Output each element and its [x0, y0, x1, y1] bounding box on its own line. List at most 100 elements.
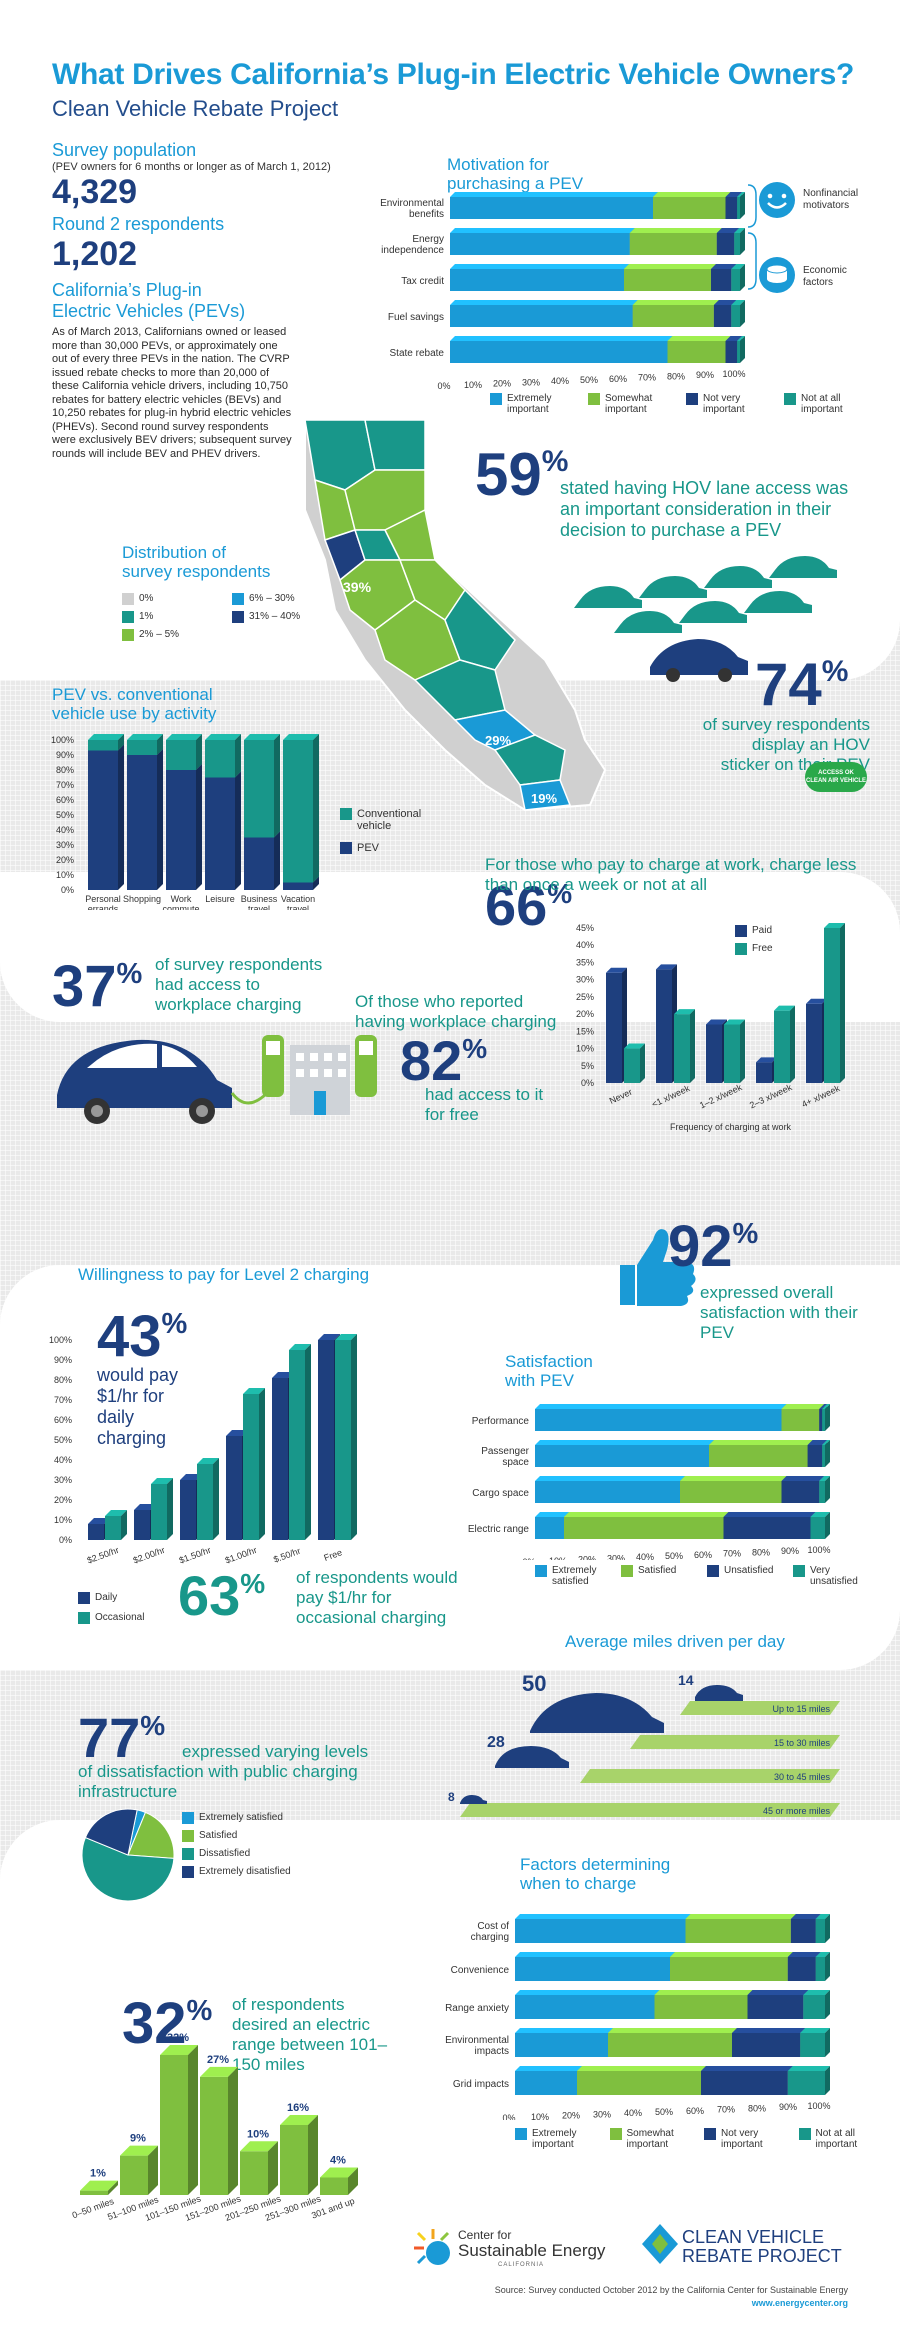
bar-segment-side: [313, 734, 319, 883]
bar-top: [240, 2141, 278, 2152]
bar-segment-top: [747, 1990, 809, 1995]
bar-segment: [450, 197, 653, 219]
legend-item: 31% – 40%: [232, 611, 332, 623]
bar-segment: [535, 1409, 782, 1431]
bar-segment: [819, 1409, 823, 1431]
bar-top: [318, 1334, 340, 1340]
bar-side: [188, 2045, 198, 2195]
legend-item: Daily: [78, 1592, 144, 1604]
category-label: State rebate: [390, 348, 445, 359]
smiley-icon: [759, 182, 795, 218]
bar-segment: [127, 740, 157, 755]
bar-segment-top: [283, 734, 319, 740]
motivation-legend: Extremely important Somewhat important N…: [490, 393, 870, 415]
bar-segment: [205, 740, 235, 778]
round2-value: 1,202: [52, 235, 138, 273]
bar-segment-top: [450, 336, 673, 341]
legend-swatch: [621, 1565, 633, 1577]
legend-label: 0%: [139, 593, 154, 604]
activity-title-line2: vehicle use by activity: [52, 704, 217, 723]
white-band-workplace: [0, 872, 900, 1022]
miles-pct-28: 28: [487, 1734, 505, 1751]
legend-item: Very unsatisfied: [793, 1565, 865, 1587]
bar-segment: [654, 1995, 748, 2019]
bar-segment-side: [157, 734, 163, 755]
bar: [756, 1062, 772, 1083]
dissatisfaction-77-number: 77: [78, 1706, 141, 1769]
bar: [120, 2155, 148, 2195]
legend-label: Dissatisfied: [199, 1848, 251, 1859]
legend-swatch: [182, 1866, 194, 1878]
work-frequency-chart: 0% 5% 10% 15% 20% 25% 30% 35% 40% 45% Never <1 x/we…: [576, 923, 845, 1110]
legend-label: Somewhat important: [605, 393, 653, 415]
hov-59-number: 59: [475, 441, 542, 508]
legend-label: Unsatisfied: [724, 1565, 774, 1576]
bar-segment: [283, 882, 313, 890]
bar: [280, 2125, 308, 2195]
work-82-desc: had access to it for free: [425, 1085, 544, 1124]
bar-segment-top: [725, 336, 743, 341]
legend-item: Paid: [735, 925, 773, 937]
tick-label: 70%: [723, 1549, 741, 1559]
legend-label: Somewhat important: [626, 2128, 674, 2150]
bar: [151, 1484, 167, 1540]
legend-swatch: [686, 393, 698, 405]
bar-segment: [819, 1481, 825, 1503]
bar-segment-side: [118, 744, 124, 890]
csf-line1: Center for: [458, 2228, 512, 2242]
tick-label: 90%: [696, 370, 714, 380]
dissatisfaction-77-desc: expressed varying levels of dissatisfact…: [78, 1742, 369, 1801]
bar-top: [160, 2045, 198, 2055]
tick-label: 45%: [576, 923, 594, 933]
distribution-title: Distribution of survey respondents: [122, 543, 270, 581]
miles-label-1: Up to 15 miles: [772, 1704, 830, 1714]
value-label: 4%: [330, 2155, 346, 2167]
map-label-29: 29%: [485, 733, 511, 748]
bar-segment: [653, 197, 726, 219]
bar-segment: [732, 2033, 801, 2057]
bar-segment: [564, 1517, 724, 1539]
bar-segment-top: [670, 1952, 793, 1957]
willingness-63-percent: 63%: [178, 1564, 266, 1627]
survey-population-note: (PEV owners for 6 months or longer as of…: [52, 161, 331, 173]
csf-logo-icon: [414, 2229, 450, 2265]
bar-segment: [450, 269, 624, 291]
bar-side: [690, 1009, 695, 1083]
bar-segment: [734, 233, 740, 255]
motivation-title: Motivation for purchasing a PEV: [447, 155, 583, 193]
legend-item: Unsatisfied: [707, 1565, 779, 1587]
bar-segment-top: [685, 1914, 796, 1919]
legend-label: PEV: [357, 842, 380, 854]
legend-swatch: [232, 611, 244, 623]
csf-logo: Center for Sustainable Energy CALIFORNIA: [458, 2228, 605, 2273]
legend-label: Extremely satisfied: [199, 1812, 283, 1823]
bar-segment-side: [825, 2066, 830, 2095]
bar-segment: [815, 1919, 825, 1943]
dissatisfaction-pie: [81, 1808, 175, 1902]
tick-label: 40%: [551, 376, 569, 386]
bar-segment-side: [825, 1476, 830, 1503]
sticker-line2: CLEAN AIR VEHICLE: [805, 778, 867, 784]
bar-segment: [535, 1481, 680, 1503]
footer-url[interactable]: www.energycenter.org: [751, 2298, 848, 2308]
tick-label: 10%: [549, 1556, 567, 1560]
bar-segment-top: [632, 300, 719, 305]
legend-swatch: [735, 925, 747, 937]
category-label: space: [502, 1457, 529, 1468]
legend-item: Conventional vehicle: [340, 808, 450, 832]
bar-segment-side: [825, 1404, 830, 1431]
miles-title: Average miles driven per day: [565, 1632, 785, 1651]
bar-segment-side: [825, 1990, 830, 2019]
legend-swatch: [182, 1830, 194, 1842]
category-label: impacts: [475, 2046, 509, 2057]
economic-line1: Economic: [803, 265, 847, 276]
category-label: Environmental: [380, 198, 444, 209]
sticker-line1: ACCESS OK: [818, 770, 854, 776]
tick-label: 50%: [655, 2107, 673, 2117]
bar-segment: [713, 305, 732, 327]
economic-line2: factors: [803, 277, 834, 288]
csf-line2: Sustainable Energy: [458, 2241, 606, 2260]
legend-label: Not at all important: [815, 2128, 858, 2150]
bar-segment-top: [819, 1476, 830, 1481]
category-label: charging: [471, 1932, 509, 1943]
